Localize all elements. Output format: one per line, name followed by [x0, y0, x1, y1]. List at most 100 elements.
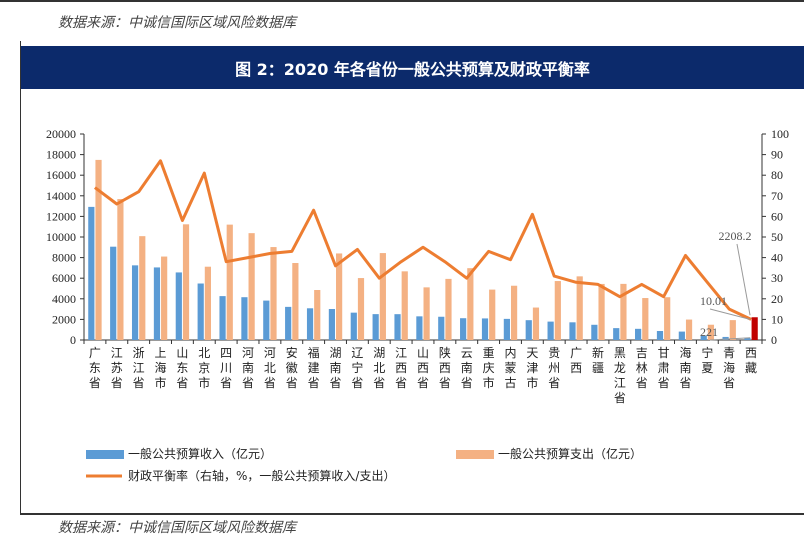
expenditure-bar [751, 317, 758, 340]
revenue-bar [656, 330, 664, 340]
category-label-char: 古 [504, 375, 516, 390]
revenue-bar [635, 328, 642, 340]
category-label-char: 省 [548, 376, 560, 390]
category-label-char: 省 [461, 376, 473, 390]
category-label-char: 省 [373, 376, 385, 390]
category-label-char: 州 [548, 361, 560, 375]
category-label-char: 海 [679, 345, 691, 360]
category-label-char: 津 [526, 361, 538, 375]
category-label-char: 重 [483, 346, 495, 360]
expenditure-bar [161, 256, 168, 340]
category-label-char: 省 [220, 376, 232, 390]
expenditure-bar [707, 324, 715, 340]
category-label-char: 藏 [745, 361, 757, 375]
category-label-char: 甘 [658, 346, 670, 360]
source-note-top: 数据来源：中诚信国际区域风险数据库 [58, 15, 296, 31]
revenue-bar [481, 318, 489, 340]
expenditure-bar [642, 298, 649, 340]
category-label-char: 海 [723, 360, 735, 375]
category-label-char: 庆 [483, 361, 495, 375]
revenue-bar [285, 306, 292, 340]
category-label-char: 市 [155, 375, 167, 390]
category-label-char: 浙 [133, 346, 145, 360]
category-label-char: 市 [483, 375, 495, 390]
revenue-bar [438, 316, 445, 340]
category-label-char: 省 [439, 376, 451, 390]
y-right-tick-label: 70 [771, 189, 783, 203]
category-label-char: 南 [330, 360, 342, 375]
category-label-char: 山 [417, 346, 429, 360]
expenditure-bar [664, 297, 671, 340]
annotation-label: 221 [700, 325, 718, 339]
revenue-bar [525, 320, 532, 340]
revenue-bar [175, 272, 182, 340]
y-right-tick-label: 50 [771, 230, 783, 244]
category-label-char: 苏 [111, 361, 123, 375]
balance-ratio-line [94, 159, 752, 321]
category-label-char: 京 [198, 361, 210, 375]
expenditure-bar [139, 236, 146, 340]
expenditure-bar [204, 266, 211, 340]
annotation-label: 10.01 [700, 294, 727, 308]
category-label-char: 南 [679, 360, 691, 375]
category-label-char: 省 [242, 376, 254, 390]
revenue-bar [503, 318, 510, 340]
category-label-char: 省 [89, 376, 101, 390]
category-label-char: 省 [286, 376, 298, 390]
category-label-char: 江 [395, 346, 407, 360]
category-label-char: 北 [198, 346, 210, 360]
category-label-char: 龙 [614, 361, 626, 375]
revenue-bar [416, 316, 423, 340]
category-label-char: 省 [395, 376, 407, 390]
category-label-char: 省 [351, 376, 363, 390]
category-label-char: 山 [176, 346, 188, 360]
category-label-char: 云 [461, 346, 473, 360]
category-label-char: 上 [155, 346, 167, 360]
category-label-char: 四 [220, 346, 232, 360]
category-label-char: 湖 [373, 345, 385, 360]
category-label-char: 肃 [658, 361, 670, 375]
category-label-char: 辽 [351, 346, 363, 360]
revenue-bar [88, 206, 95, 340]
category-label-char: 陕 [439, 345, 451, 360]
chart-title-bar: 图 2：2020 年各省份一般公共预算及财政平衡率 [21, 46, 804, 89]
category-label-char: 西 [570, 361, 582, 375]
category-label-char: 省 [636, 376, 648, 390]
figure-frame [20, 41, 804, 513]
y-left-tick-label: 18000 [46, 148, 76, 162]
category-label-char: 省 [264, 376, 276, 390]
revenue-bar [131, 265, 139, 340]
category-label-char: 疆 [592, 361, 604, 375]
category-label-char: 西 [395, 361, 407, 375]
expenditure-bar [467, 268, 474, 340]
source-note-bottom: 数据来源：中诚信国际区域风险数据库 [58, 520, 296, 536]
revenue-bar [241, 297, 248, 340]
expenditure-bar [270, 247, 277, 340]
y-right-tick-label: 40 [771, 251, 783, 265]
category-label-char: 福 [308, 345, 320, 360]
category-label-char: 湖 [330, 345, 342, 360]
category-label-char: 广 [89, 346, 101, 360]
revenue-bar [350, 312, 357, 340]
revenue-bar [153, 267, 161, 340]
category-label-char: 宁 [701, 345, 713, 360]
category-label-char: 东 [176, 361, 188, 375]
category-label-char: 省 [658, 376, 670, 390]
category-label-char: 吉 [636, 346, 648, 360]
category-label-char: 新 [592, 345, 604, 360]
y-right-tick-label: 60 [771, 209, 783, 223]
revenue-bar [197, 283, 204, 340]
expenditure-bar [532, 307, 540, 340]
category-label-char: 青 [723, 346, 735, 360]
y-right-tick-label: 30 [771, 271, 783, 285]
category-label-char: 北 [264, 361, 276, 375]
expenditure-bar [576, 276, 583, 340]
category-label-char: 南 [461, 360, 473, 375]
expenditure-bar [292, 263, 299, 340]
revenue-bar [372, 314, 379, 340]
y-left-tick-label: 6000 [52, 271, 76, 285]
revenue-bar [678, 331, 685, 340]
y-left-tick-label: 0 [70, 333, 76, 347]
top-rule [0, 0, 804, 2]
